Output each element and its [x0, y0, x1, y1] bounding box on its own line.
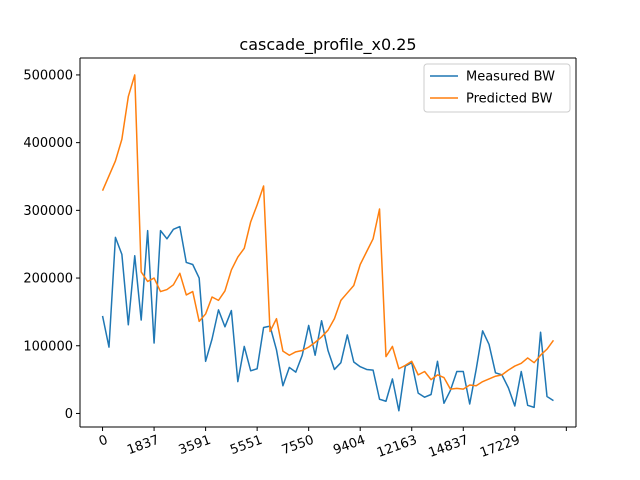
measured-bw-line [101, 225, 554, 412]
y-tick-label: 200000 [23, 272, 73, 287]
legend: Measured BW Predicted BW [423, 63, 571, 113]
legend-box [423, 63, 571, 113]
chart-title: cascade_profile_x0.25 [239, 35, 416, 55]
legend-label: Predicted BW [466, 92, 553, 107]
y-tick-label: 400000 [23, 136, 73, 151]
legend-label: Measured BW [466, 70, 555, 85]
y-tick-label: 500000 [23, 68, 73, 83]
series-lines [101, 74, 555, 412]
y-tick-label: 0 [65, 407, 73, 422]
y-tick-label: 100000 [23, 339, 73, 354]
y-tick-label: 300000 [23, 204, 73, 219]
predicted-bw-line [101, 74, 555, 390]
